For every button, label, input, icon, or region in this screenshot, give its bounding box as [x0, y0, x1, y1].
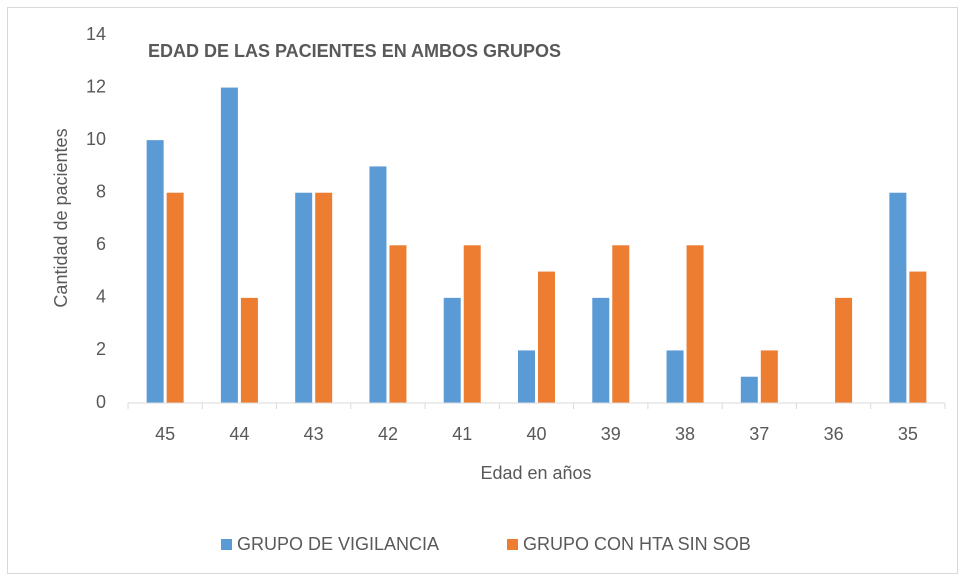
bar	[592, 297, 610, 403]
chart-border	[7, 7, 958, 574]
bar	[315, 192, 333, 403]
y-tick-label: 14	[86, 24, 106, 44]
bar	[146, 140, 164, 403]
x-tick-label: 36	[824, 424, 844, 444]
legend-swatch	[221, 539, 232, 550]
x-tick-label: 40	[526, 424, 546, 444]
y-tick-label: 10	[86, 129, 106, 149]
bar	[389, 245, 407, 403]
bar	[889, 192, 907, 403]
bar	[835, 297, 853, 403]
x-tick-label: 45	[155, 424, 175, 444]
bar	[295, 192, 313, 403]
bar	[909, 271, 927, 403]
x-tick-label: 38	[675, 424, 695, 444]
x-tick-label: 39	[601, 424, 621, 444]
x-tick-label: 44	[229, 424, 249, 444]
x-tick-label: 35	[898, 424, 918, 444]
bar	[538, 271, 555, 403]
y-tick-label: 8	[96, 181, 106, 201]
x-tick-label: 42	[378, 424, 398, 444]
x-tick-label: 37	[749, 424, 769, 444]
bar	[463, 245, 481, 403]
x-axis-label: Edad en años	[480, 463, 591, 483]
y-axis-label: Cantidad de pacientes	[51, 128, 71, 307]
legend-label: GRUPO DE VIGILANCIA	[237, 534, 439, 554]
x-tick-label: 43	[304, 424, 324, 444]
bar	[612, 245, 630, 403]
bar	[518, 350, 535, 403]
y-tick-label: 0	[96, 392, 106, 412]
x-tick-label: 41	[452, 424, 472, 444]
legend-swatch	[507, 539, 518, 550]
bar	[220, 87, 238, 404]
bar	[443, 297, 461, 403]
bar	[369, 166, 387, 403]
bar	[686, 245, 704, 403]
legend-label: GRUPO CON HTA SIN SOB	[523, 534, 751, 554]
y-tick-label: 2	[96, 339, 106, 359]
bar	[166, 192, 184, 403]
y-tick-label: 4	[96, 287, 106, 307]
bar	[240, 297, 258, 403]
y-tick-label: 12	[86, 76, 106, 96]
bar	[666, 350, 684, 403]
y-tick-label: 6	[96, 234, 106, 254]
bar	[740, 376, 758, 403]
chart-title: EDAD DE LAS PACIENTES EN AMBOS GRUPOS	[148, 41, 561, 61]
bar	[760, 350, 778, 403]
